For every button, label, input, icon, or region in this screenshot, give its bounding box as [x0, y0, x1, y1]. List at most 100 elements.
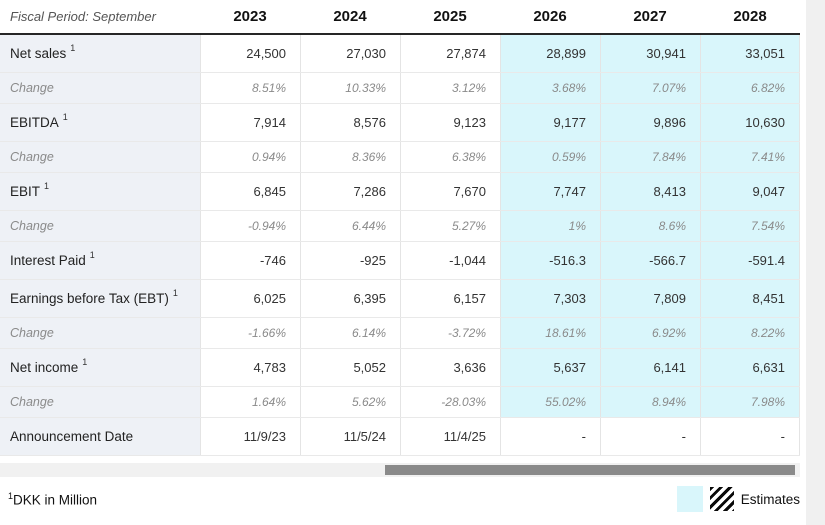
cell-2028-estimate: 8,451	[700, 280, 800, 317]
cell-2025: -28.03%	[400, 387, 500, 417]
horizontal-scrollbar[interactable]	[0, 463, 800, 477]
cell-2024: 11/5/24	[300, 418, 400, 455]
column-header-2027: 2027	[633, 8, 667, 25]
table-row-interest-paid: Interest Paid 1 -746 -925 -1,044 -516.3 -…	[0, 242, 800, 280]
footnote-marker: 1	[62, 112, 68, 122]
cell-2027: -	[600, 418, 700, 455]
cell-2026-estimate: 5,637	[500, 349, 600, 386]
column-header-2025: 2025	[433, 8, 467, 25]
cell-2023: 0.94%	[200, 142, 300, 172]
cell-2026-estimate: -516.3	[500, 242, 600, 279]
cell-2027-estimate: 7.07%	[600, 73, 700, 103]
cell-2024: 8.36%	[300, 142, 400, 172]
table-row-net-sales: Net sales 1 24,500 27,030 27,874 28,899 3…	[0, 35, 800, 73]
cell-2027-estimate: 7.84%	[600, 142, 700, 172]
cell-2025: 3,636	[400, 349, 500, 386]
row-label: Announcement Date	[0, 418, 200, 455]
row-label-text: Earnings before Tax (EBT)	[10, 291, 169, 306]
cell-2028: -	[700, 418, 800, 455]
row-label-text: Interest Paid	[10, 253, 86, 268]
cell-2024: 5,052	[300, 349, 400, 386]
table-row-change: Change 1.64% 5.62% -28.03% 55.02% 8.94% …	[0, 387, 800, 418]
cell-2026-estimate: 0.59%	[500, 142, 600, 172]
cell-2027-estimate: 8,413	[600, 173, 700, 210]
cell-2024: 10.33%	[300, 73, 400, 103]
legend-label: Estimates	[740, 491, 800, 507]
cell-2024: 27,030	[300, 35, 400, 72]
footnote-marker: 1	[8, 490, 14, 501]
row-label: Interest Paid 1	[0, 242, 200, 279]
cell-2025: 6,157	[400, 280, 500, 317]
cell-2024: -925	[300, 242, 400, 279]
cell-2024: 6,395	[300, 280, 400, 317]
footnote-marker: 1	[89, 250, 95, 260]
cell-2027-estimate: 8.94%	[600, 387, 700, 417]
cell-2025: 6.38%	[400, 142, 500, 172]
fiscal-period-label: Fiscal Period: September	[10, 9, 156, 24]
row-label-text: EBIT	[10, 184, 41, 199]
row-label: Change	[0, 142, 200, 172]
cell-2024: 8,576	[300, 104, 400, 141]
table-row-ebt: Earnings before Tax (EBT) 1 6,025 6,395 6…	[0, 280, 800, 318]
cell-2028-estimate: 10,630	[700, 104, 800, 141]
row-label: Change	[0, 387, 200, 417]
cell-2027-estimate: 9,896	[600, 104, 700, 141]
table-row-change: Change 8.51% 10.33% 3.12% 3.68% 7.07% 6.…	[0, 73, 800, 104]
column-header-2028: 2028	[733, 8, 767, 25]
cell-2028-estimate: 7.54%	[700, 211, 800, 241]
cell-2026-estimate: 28,899	[500, 35, 600, 72]
cell-2026-estimate: 1%	[500, 211, 600, 241]
row-label-text: Change	[10, 219, 54, 233]
cell-2027-estimate: 30,941	[600, 35, 700, 72]
table-header-row: Fiscal Period: September 2023 2024 2025 …	[0, 0, 800, 35]
estimates-legend: Estimates	[676, 486, 800, 512]
cell-2023: 1.64%	[200, 387, 300, 417]
data-table: Fiscal Period: September 2023 2024 2025 …	[0, 0, 800, 456]
row-label-text: Change	[10, 150, 54, 164]
footnote-marker: 1	[44, 181, 50, 191]
table-row-change: Change 0.94% 8.36% 6.38% 0.59% 7.84% 7.4…	[0, 142, 800, 173]
row-label-text: Change	[10, 326, 54, 340]
footnote-text: DKK in Million	[13, 492, 98, 508]
cell-2023: 6,025	[200, 280, 300, 317]
cell-2025: 7,670	[400, 173, 500, 210]
cell-2023: 7,914	[200, 104, 300, 141]
cell-2023: -0.94%	[200, 211, 300, 241]
row-label: Net sales 1	[0, 35, 200, 72]
footnote-marker: 1	[82, 357, 88, 367]
cell-2024: 6.14%	[300, 318, 400, 348]
cell-2026-estimate: 55.02%	[500, 387, 600, 417]
row-label: Earnings before Tax (EBT) 1	[0, 280, 200, 317]
cell-2027-estimate: 6.92%	[600, 318, 700, 348]
row-label-text: Net sales	[10, 46, 67, 61]
cell-2025: -1,044	[400, 242, 500, 279]
cell-2025: 5.27%	[400, 211, 500, 241]
table-row-change: Change -1.66% 6.14% -3.72% 18.61% 6.92% …	[0, 318, 800, 349]
row-label: EBITDA 1	[0, 104, 200, 141]
cell-2024: 6.44%	[300, 211, 400, 241]
scrollbar-thumb[interactable]	[385, 465, 795, 475]
row-label-text: Change	[10, 395, 54, 409]
cell-2028-estimate: 6.82%	[700, 73, 800, 103]
cell-2024: 7,286	[300, 173, 400, 210]
table-row-announcement-date: Announcement Date 11/9/23 11/5/24 11/4/2…	[0, 418, 800, 456]
cell-2027-estimate: 7,809	[600, 280, 700, 317]
table-row-ebit: EBIT 1 6,845 7,286 7,670 7,747 8,413 9,04…	[0, 173, 800, 211]
row-label-text: Announcement Date	[10, 429, 134, 444]
cell-2028-estimate: 9,047	[700, 173, 800, 210]
row-label-text: Net income	[10, 360, 79, 375]
estimates-color-swatch	[676, 486, 703, 512]
cell-2028-estimate: 7.98%	[700, 387, 800, 417]
cell-2026-estimate: 18.61%	[500, 318, 600, 348]
cell-2028-estimate: -591.4	[700, 242, 800, 279]
table-row-ebitda: EBITDA 1 7,914 8,576 9,123 9,177 9,896 10…	[0, 104, 800, 142]
cell-2026-estimate: 9,177	[500, 104, 600, 141]
cell-2023: -1.66%	[200, 318, 300, 348]
footnote-marker: 1	[172, 288, 178, 298]
cell-2028-estimate: 33,051	[700, 35, 800, 72]
cell-2026-estimate: 7,303	[500, 280, 600, 317]
column-header-2026: 2026	[533, 8, 567, 25]
cell-2025: -3.72%	[400, 318, 500, 348]
cell-2023: -746	[200, 242, 300, 279]
row-label: Change	[0, 211, 200, 241]
